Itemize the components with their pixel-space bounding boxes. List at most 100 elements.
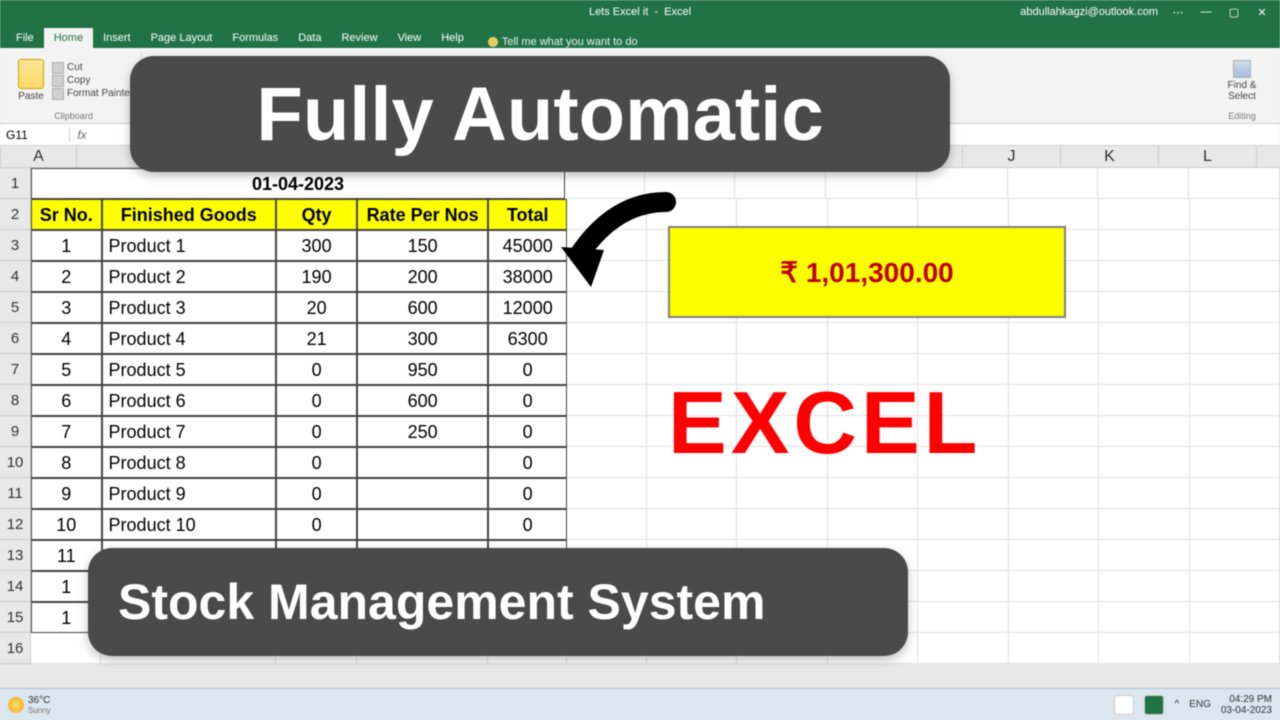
cell-rate[interactable]: 150: [357, 230, 488, 261]
row-header[interactable]: 12: [0, 509, 31, 540]
taskbar-app-icon[interactable]: [1144, 695, 1164, 715]
cell[interactable]: [917, 168, 1008, 199]
cell[interactable]: [567, 478, 647, 509]
tab-formulas[interactable]: Formulas: [222, 28, 288, 48]
cell-qty[interactable]: 20: [276, 292, 357, 323]
cell-goods[interactable]: Product 4: [102, 323, 276, 354]
tray-chevron-icon[interactable]: ^: [1174, 699, 1179, 710]
cell[interactable]: [918, 602, 1008, 633]
row-header[interactable]: 2: [0, 199, 31, 230]
tab-home[interactable]: Home: [44, 28, 93, 48]
cell[interactable]: [647, 509, 737, 540]
cell[interactable]: [567, 292, 647, 323]
cell[interactable]: [567, 447, 647, 478]
cell[interactable]: [1190, 509, 1280, 540]
cell-goods[interactable]: Product 3: [102, 292, 276, 323]
cell[interactable]: [828, 323, 918, 354]
cell-total[interactable]: 0: [488, 354, 568, 385]
cell-qty[interactable]: 0: [276, 447, 357, 478]
cell-sr[interactable]: 7: [31, 416, 101, 447]
cell[interactable]: [1190, 323, 1280, 354]
cell[interactable]: [828, 478, 918, 509]
cell[interactable]: [1008, 168, 1099, 199]
cell-rate[interactable]: [357, 478, 488, 509]
paste-button[interactable]: Paste: [14, 57, 48, 104]
cell-total[interactable]: 0: [488, 509, 568, 540]
cell-qty[interactable]: 21: [276, 323, 357, 354]
cell-sr[interactable]: 1: [31, 230, 101, 261]
row-header[interactable]: 15: [0, 602, 31, 633]
cell[interactable]: [1099, 447, 1189, 478]
cell-total[interactable]: 0: [488, 416, 568, 447]
row-header[interactable]: 11: [0, 478, 31, 509]
cell-rate[interactable]: 600: [357, 385, 488, 416]
maximize-icon[interactable]: ▢: [1226, 6, 1242, 19]
lang-label[interactable]: ENG: [1189, 699, 1211, 710]
cell[interactable]: [737, 509, 827, 540]
cell[interactable]: [1190, 261, 1280, 292]
cell[interactable]: [918, 571, 1008, 602]
tab-page-layout[interactable]: Page Layout: [141, 28, 223, 48]
cell-qty[interactable]: 0: [276, 478, 357, 509]
cell[interactable]: [1190, 385, 1280, 416]
cell[interactable]: [1190, 354, 1280, 385]
row-header[interactable]: 9: [0, 416, 31, 447]
cell[interactable]: [647, 478, 737, 509]
cell[interactable]: [1099, 540, 1189, 571]
cell[interactable]: [1099, 602, 1189, 633]
cell-total[interactable]: 6300: [488, 323, 568, 354]
row-header[interactable]: 16: [0, 633, 31, 664]
cell-sr[interactable]: 5: [31, 354, 101, 385]
cell[interactable]: [567, 509, 647, 540]
row-header[interactable]: 6: [0, 323, 31, 354]
cell[interactable]: [826, 168, 917, 199]
cell[interactable]: [1190, 571, 1280, 602]
row-header[interactable]: 3: [0, 230, 31, 261]
copy-button[interactable]: Copy: [52, 75, 133, 87]
cell-goods[interactable]: Product 6: [102, 385, 276, 416]
table-header-sr[interactable]: Sr No.: [31, 199, 101, 230]
cell[interactable]: [918, 509, 1008, 540]
cell[interactable]: [1009, 602, 1099, 633]
cell[interactable]: [1009, 354, 1099, 385]
cell-sr[interactable]: 8: [31, 447, 101, 478]
cell[interactable]: [567, 323, 647, 354]
column-header[interactable]: L: [1159, 146, 1257, 167]
row-header[interactable]: 4: [0, 261, 31, 292]
cell[interactable]: [1099, 230, 1189, 261]
cell[interactable]: [1190, 230, 1280, 261]
cell-goods[interactable]: Product 2: [102, 261, 276, 292]
cell-rate[interactable]: 600: [357, 292, 488, 323]
cell-qty[interactable]: 0: [276, 354, 357, 385]
cell[interactable]: [1099, 416, 1189, 447]
cell[interactable]: [567, 416, 647, 447]
cell-goods[interactable]: Product 8: [102, 447, 276, 478]
cell-sr[interactable]: 3: [31, 292, 101, 323]
row-header[interactable]: 14: [0, 571, 31, 602]
cell-goods[interactable]: Product 7: [102, 416, 276, 447]
account-label[interactable]: abdullahkagzi@outlook.com: [1020, 6, 1158, 18]
cell-rate[interactable]: [357, 447, 488, 478]
cell[interactable]: [1009, 509, 1099, 540]
cell-rate[interactable]: 250: [357, 416, 488, 447]
cell-sr[interactable]: 10: [31, 509, 101, 540]
cell-rate[interactable]: [357, 509, 488, 540]
row-header[interactable]: 10: [0, 447, 31, 478]
cell[interactable]: [1190, 602, 1280, 633]
minimize-icon[interactable]: —: [1198, 6, 1214, 18]
close-icon[interactable]: ✕: [1254, 6, 1270, 19]
cell[interactable]: [1009, 447, 1099, 478]
cell[interactable]: [1099, 385, 1189, 416]
cell[interactable]: [567, 385, 647, 416]
cell[interactable]: [567, 354, 647, 385]
cell[interactable]: [1099, 323, 1189, 354]
column-header[interactable]: J: [963, 146, 1061, 167]
tab-view[interactable]: View: [388, 28, 432, 48]
find-select-button[interactable]: Find & Select: [1218, 58, 1266, 104]
cell[interactable]: [1009, 416, 1099, 447]
cell-rate[interactable]: 950: [357, 354, 488, 385]
cell[interactable]: [918, 478, 1008, 509]
cell-qty[interactable]: 0: [276, 509, 357, 540]
column-header[interactable]: K: [1061, 146, 1159, 167]
cell[interactable]: [1189, 168, 1280, 199]
